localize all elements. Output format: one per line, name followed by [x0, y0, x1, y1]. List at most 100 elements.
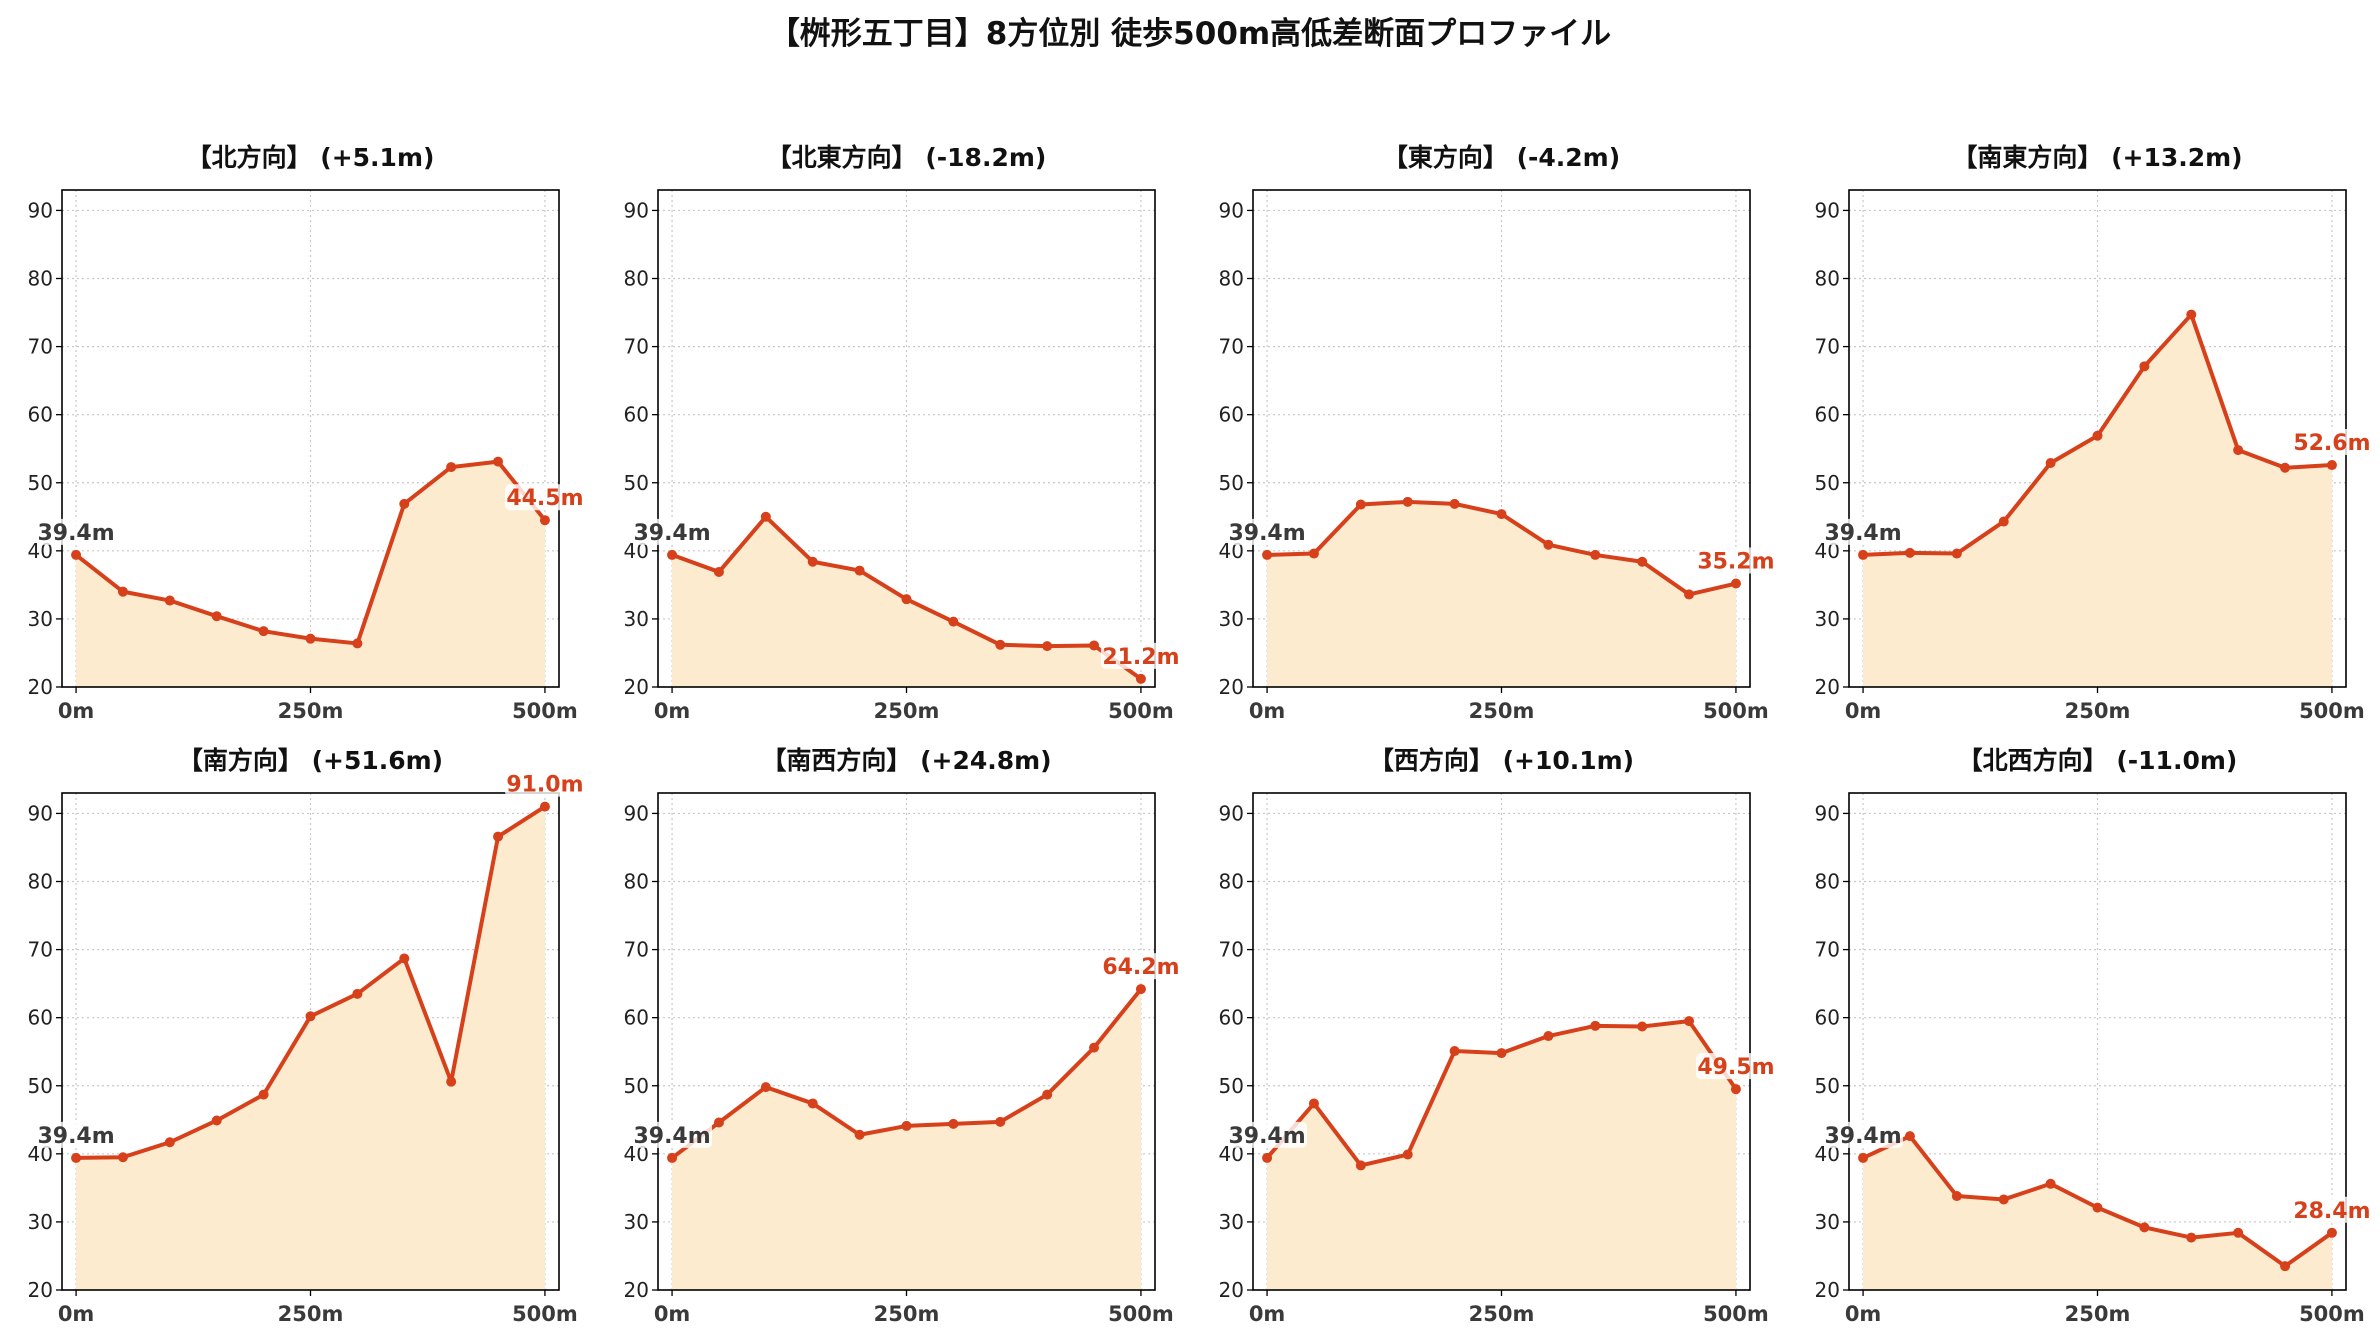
elevation-point: [1684, 589, 1695, 600]
elevation-point: [305, 633, 316, 644]
elevation-point: [1089, 640, 1100, 651]
start-elevation-label: 39.4m: [1228, 521, 1305, 546]
elevation-point: [117, 586, 128, 597]
y-tick-label: 80: [624, 267, 649, 291]
elevation-point: [1496, 509, 1507, 520]
x-tick-label: 0m: [58, 1302, 95, 1326]
axes-frame: [61, 189, 560, 688]
y-tick-label: 20: [1219, 675, 1244, 699]
axes-frame: [657, 189, 1156, 688]
start-elevation-label: 39.4m: [1824, 521, 1901, 546]
y-tick-label: 20: [624, 675, 649, 699]
elevation-point: [854, 565, 865, 576]
x-tick-label: 250m: [1469, 699, 1535, 723]
axes-frame: [1848, 792, 2347, 1291]
x-tick-label: 0m: [1845, 699, 1882, 723]
elevation-point: [901, 1120, 912, 1131]
elevation-point: [1858, 1152, 1869, 1163]
start-label-bg: [36, 518, 117, 545]
x-tick-label: 500m: [512, 1302, 578, 1326]
y-tick-label: 60: [624, 403, 649, 427]
y-tick-label: 50: [1219, 471, 1244, 495]
elevation-point: [305, 1011, 316, 1022]
elevation-point: [2139, 1222, 2150, 1233]
x-tick-label: 0m: [654, 699, 691, 723]
y-tick-label: 70: [1219, 938, 1244, 962]
start-label-bg: [1823, 1121, 1904, 1148]
y-tick-label: 60: [1219, 403, 1244, 427]
elevation-point: [1998, 1194, 2009, 1205]
y-tick-label: 80: [1815, 267, 1840, 291]
y-tick-label: 80: [1219, 267, 1244, 291]
panel-title: 【西方向】 (+10.1m): [1369, 746, 1634, 775]
y-tick-label: 70: [28, 938, 53, 962]
x-tick-label: 500m: [2299, 699, 2365, 723]
panel-title: 【東方向】 (-4.2m): [1383, 143, 1620, 172]
x-tick-label: 250m: [278, 1302, 344, 1326]
elevation-point: [1449, 1046, 1460, 1057]
elevation-area: [1267, 1021, 1736, 1290]
x-tick-label: 250m: [2065, 699, 2131, 723]
start-elevation-label: 39.4m: [633, 521, 710, 546]
elevation-point: [1042, 641, 1053, 652]
y-tick-label: 70: [1815, 335, 1840, 359]
elevation-point: [1262, 1152, 1273, 1163]
elevation-point: [2233, 445, 2244, 456]
elevation-point: [1543, 539, 1554, 550]
panel-title: 【北東方向】 (-18.2m): [767, 143, 1047, 172]
elevation-point: [258, 626, 269, 637]
elevation-point: [1951, 1191, 1962, 1202]
elevation-point: [2092, 1202, 2103, 1213]
y-tick-label: 90: [1815, 801, 1840, 825]
elevation-area: [672, 989, 1141, 1290]
elevation-point: [1262, 549, 1273, 560]
elevation-point: [164, 595, 175, 606]
start-label-bg: [36, 1121, 117, 1148]
axes-frame: [1252, 792, 1751, 1291]
elevation-point: [1951, 548, 1962, 559]
elevation-point: [1308, 548, 1319, 559]
end-elevation-label: 52.6m: [2293, 431, 2370, 456]
start-label-bg: [632, 518, 713, 545]
y-tick-label: 90: [624, 198, 649, 222]
elevation-point: [1590, 549, 1601, 560]
elevation-point: [1637, 556, 1648, 567]
elevation-point: [2280, 1261, 2291, 1272]
elevation-point: [539, 515, 550, 526]
y-tick-label: 90: [28, 198, 53, 222]
start-elevation-label: 39.4m: [37, 1124, 114, 1149]
elevation-point: [211, 1115, 222, 1126]
end-label-bg: [1100, 642, 1181, 669]
elevation-area: [1863, 314, 2332, 687]
axes-frame: [1252, 189, 1751, 688]
elevation-point: [1308, 1098, 1319, 1109]
end-label-bg: [504, 770, 585, 797]
y-tick-label: 80: [28, 870, 53, 894]
y-tick-label: 20: [28, 675, 53, 699]
elevation-point: [399, 498, 410, 509]
elevation-area: [1267, 501, 1736, 687]
y-tick-label: 60: [1815, 403, 1840, 427]
elevation-point: [1402, 1149, 1413, 1160]
y-tick-label: 50: [1219, 1074, 1244, 1098]
elevation-point: [71, 549, 82, 560]
end-label-bg: [1100, 953, 1181, 980]
panel-title: 【南東方向】 (+13.2m): [1952, 143, 2242, 172]
elevation-point: [995, 639, 1006, 650]
elevation-point: [2326, 460, 2337, 471]
y-tick-label: 30: [1219, 1210, 1244, 1234]
elevation-point: [493, 456, 504, 467]
elevation-point: [760, 1082, 771, 1093]
end-label-bg: [504, 484, 585, 511]
elevation-point: [71, 1152, 82, 1163]
y-tick-label: 60: [1219, 1006, 1244, 1030]
x-tick-label: 0m: [1249, 1302, 1286, 1326]
elevation-point: [1089, 1042, 1100, 1053]
